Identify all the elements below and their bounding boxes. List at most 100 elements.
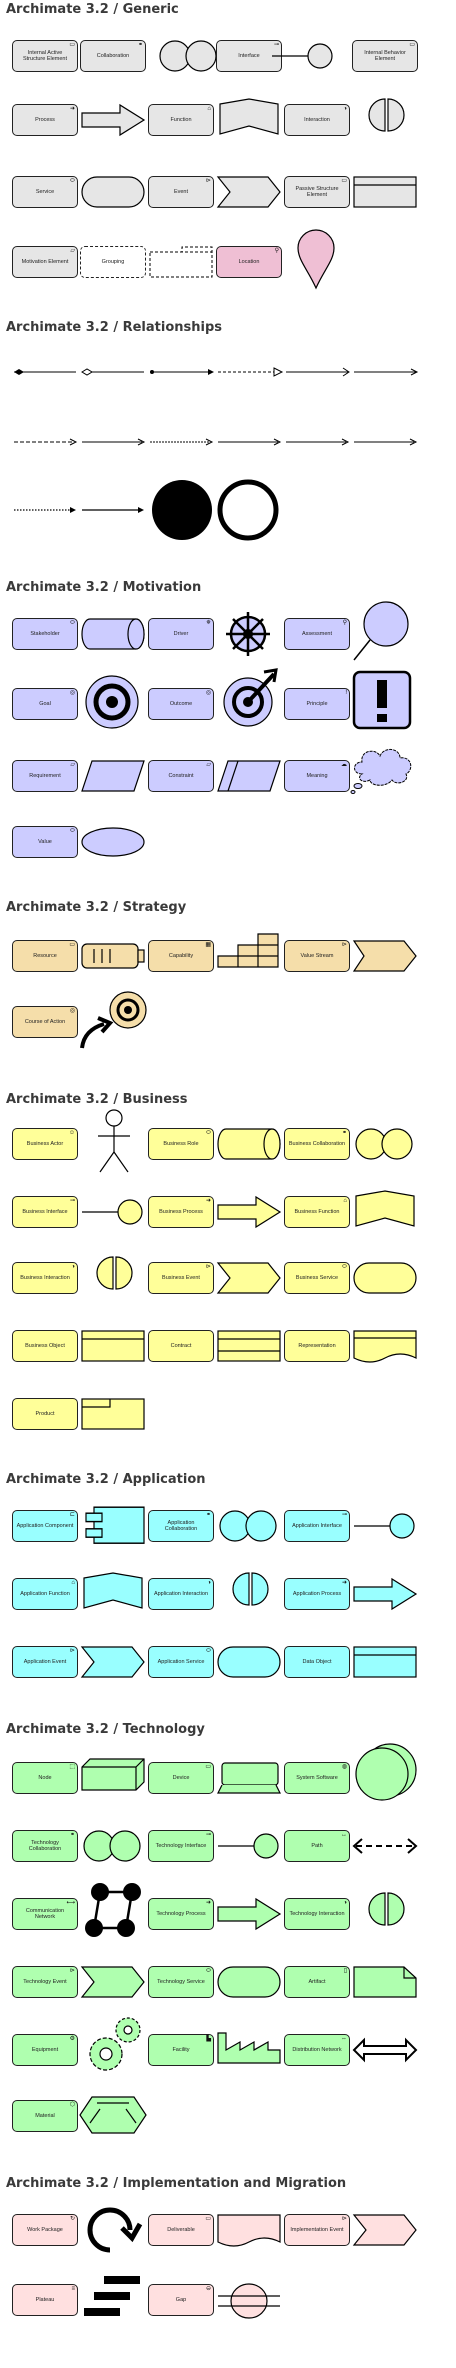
serving-relationship[interactable] bbox=[284, 366, 350, 378]
technology-interface-shape[interactable] bbox=[216, 1830, 282, 1862]
element-business-service[interactable]: Business Service ⬭ bbox=[284, 1262, 350, 1294]
collaboration-shape[interactable] bbox=[156, 40, 222, 72]
realization-relationship[interactable] bbox=[216, 366, 284, 378]
outcome-shape[interactable] bbox=[220, 668, 282, 730]
element-internal-active-structure-element[interactable]: Internal Active Structure Element ▭ bbox=[12, 40, 78, 72]
element-technology-service[interactable]: Technology Service ⬭ bbox=[148, 1966, 214, 1998]
actor-shape[interactable] bbox=[92, 1108, 136, 1174]
element-data-object[interactable]: Data Object bbox=[284, 1646, 350, 1678]
influence-relationship[interactable] bbox=[12, 436, 78, 448]
element-equipment[interactable]: Equipment ⚙ bbox=[12, 2034, 78, 2066]
element-interaction[interactable]: Interaction ◑ bbox=[284, 104, 350, 136]
grouping-shape[interactable] bbox=[148, 246, 214, 278]
gap-shape[interactable] bbox=[216, 2282, 282, 2320]
junction-dotted-relationship[interactable] bbox=[12, 504, 78, 516]
value-shape[interactable] bbox=[80, 826, 146, 858]
element-grouping[interactable]: Grouping bbox=[80, 246, 146, 278]
device-shape[interactable] bbox=[216, 1762, 282, 1794]
element-collaboration[interactable]: Collaboration ⚭ bbox=[80, 40, 146, 72]
stakeholder-shape[interactable] bbox=[80, 618, 146, 650]
element-technology-interaction[interactable]: Technology Interaction ◑ bbox=[284, 1898, 350, 1930]
behavior-shape[interactable] bbox=[214, 40, 215, 41]
element-contract[interactable]: Contract bbox=[148, 1330, 214, 1362]
element-location[interactable]: Location ⚲ bbox=[216, 246, 282, 278]
application-component-shape[interactable] bbox=[80, 1506, 146, 1546]
role-shape[interactable] bbox=[216, 1128, 282, 1160]
flow-relationship[interactable] bbox=[148, 436, 214, 448]
element-stakeholder[interactable]: Stakeholder ⬭ bbox=[12, 618, 78, 650]
element-distribution-network[interactable]: Distribution Network ⇔ bbox=[284, 2034, 350, 2066]
element-application-interface[interactable]: Application Interface ⊸ bbox=[284, 1510, 350, 1542]
work-package-shape[interactable] bbox=[80, 2204, 146, 2254]
resource-shape[interactable] bbox=[80, 940, 146, 972]
element-capability[interactable]: Capability ▦ bbox=[148, 940, 214, 972]
goal-shape[interactable] bbox=[84, 674, 140, 730]
element-meaning[interactable]: Meaning ☁ bbox=[284, 760, 350, 792]
association-relationship[interactable] bbox=[284, 436, 350, 448]
element-technology-event[interactable]: Technology Event ⊳ bbox=[12, 1966, 78, 1998]
element-assessment[interactable]: Assessment ⚲ bbox=[284, 618, 350, 650]
element-communication-network[interactable]: Communication Network ⟷ bbox=[12, 1898, 78, 1930]
business-function-shape[interactable] bbox=[352, 1190, 418, 1230]
element-application-service[interactable]: Application Service ⬭ bbox=[148, 1646, 214, 1678]
equipment-shape[interactable] bbox=[82, 2012, 148, 2078]
meaning-shape[interactable] bbox=[350, 744, 416, 794]
interface-shape[interactable] bbox=[270, 40, 336, 72]
element-node[interactable]: Node ⬚ bbox=[12, 1762, 78, 1794]
element-internal-behavior-element[interactable]: Internal Behavior Element ▭ bbox=[352, 40, 418, 72]
application-interaction-shape[interactable] bbox=[216, 1572, 282, 1612]
element-business-object[interactable]: Business Object bbox=[12, 1330, 78, 1362]
contract-shape[interactable] bbox=[216, 1330, 282, 1362]
function-shape[interactable] bbox=[216, 98, 282, 138]
business-collaboration-shape[interactable] bbox=[352, 1128, 418, 1160]
capability-shape[interactable] bbox=[216, 922, 280, 972]
element-gap[interactable]: Gap ⊖ bbox=[148, 2284, 214, 2316]
element-artifact[interactable]: Artifact ▯ bbox=[284, 1966, 350, 1998]
element-outcome[interactable]: Outcome ◎ bbox=[148, 688, 214, 720]
assessment-shape[interactable] bbox=[352, 600, 409, 664]
element-business-interface[interactable]: Business Interface ⊸ bbox=[12, 1196, 78, 1228]
principle-shape[interactable] bbox=[352, 670, 412, 730]
element-function[interactable]: Function ⌂ bbox=[148, 104, 214, 136]
business-event-shape[interactable] bbox=[216, 1262, 282, 1294]
element-deliverable[interactable]: Deliverable ▭ bbox=[148, 2214, 214, 2246]
element-business-event[interactable]: Business Event ⊳ bbox=[148, 1262, 214, 1294]
element-technology-process[interactable]: Technology Process ➜ bbox=[148, 1898, 214, 1930]
element-motivation-element[interactable]: Motivation Element ▱ bbox=[12, 246, 78, 278]
material-shape[interactable] bbox=[79, 2094, 147, 2138]
element-principle[interactable]: Principle! bbox=[284, 688, 350, 720]
element-resource[interactable]: Resource ▭ bbox=[12, 940, 78, 972]
data-object-shape[interactable] bbox=[352, 1646, 418, 1678]
element-business-collaboration[interactable]: Business Collaboration ⚭ bbox=[284, 1128, 350, 1160]
value-stream-shape[interactable] bbox=[352, 940, 418, 972]
business-interface-shape[interactable] bbox=[80, 1196, 146, 1228]
element-application-event[interactable]: Application Event ⊳ bbox=[12, 1646, 78, 1678]
element-plateau[interactable]: Plateau ≡ bbox=[12, 2284, 78, 2316]
aggregation-relationship[interactable] bbox=[80, 366, 146, 378]
product-shape[interactable] bbox=[80, 1398, 146, 1430]
element-application-component[interactable]: Application Component ⊏ bbox=[12, 1510, 78, 1542]
course-of-action-shape[interactable] bbox=[78, 990, 148, 1050]
composition-relationship[interactable] bbox=[12, 366, 78, 378]
passive-shape[interactable] bbox=[352, 176, 418, 208]
application-process-shape[interactable] bbox=[352, 1577, 418, 1611]
element-passive-structure-element[interactable]: Passive Structure Element ▭ bbox=[284, 176, 350, 208]
technology-event-shape[interactable] bbox=[80, 1966, 146, 1998]
application-interface-shape[interactable] bbox=[352, 1510, 418, 1542]
implementation-event-shape[interactable] bbox=[352, 2214, 418, 2246]
element-business-role[interactable]: Business Role ⬭ bbox=[148, 1128, 214, 1160]
element-requirement[interactable]: Requirement ▱ bbox=[12, 760, 78, 792]
element-value-stream[interactable]: Value Stream ⊳ bbox=[284, 940, 350, 972]
element-path[interactable]: Path ↔ bbox=[284, 1830, 350, 1862]
location-shape[interactable] bbox=[296, 229, 336, 290]
element-business-function[interactable]: Business Function ⌂ bbox=[284, 1196, 350, 1228]
path-shape[interactable] bbox=[352, 1836, 418, 1856]
business-interaction-shape[interactable] bbox=[80, 1256, 146, 1296]
or-junction[interactable] bbox=[216, 478, 280, 542]
requirement-shape[interactable] bbox=[80, 760, 146, 792]
driver-shape[interactable] bbox=[226, 612, 270, 656]
element-representation[interactable]: Representation bbox=[284, 1330, 350, 1362]
application-event-shape[interactable] bbox=[80, 1646, 146, 1678]
triggering-relationship[interactable] bbox=[80, 436, 146, 448]
element-application-interaction[interactable]: Application Interaction ◑ bbox=[148, 1578, 214, 1610]
